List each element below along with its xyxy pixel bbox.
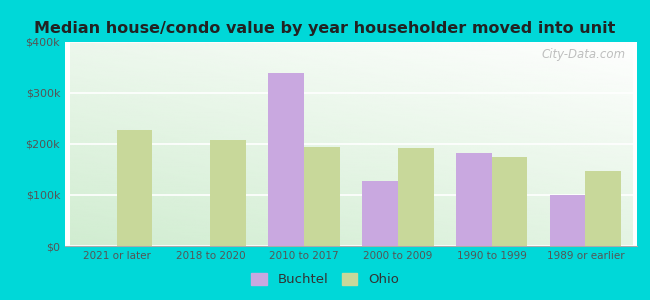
Bar [550,195,586,246]
Bar [456,153,491,246]
Bar [304,146,340,246]
Bar [586,170,621,246]
Bar [491,157,527,246]
Bar [211,140,246,246]
Legend: Buchtel, Ohio: Buchtel, Ohio [247,269,403,290]
Bar [268,73,304,246]
Text: Median house/condo value by year householder moved into unit: Median house/condo value by year househo… [34,21,616,36]
Bar [116,130,152,246]
Text: City-Data.com: City-Data.com [541,48,625,61]
Bar [398,148,434,246]
Bar [362,181,398,246]
